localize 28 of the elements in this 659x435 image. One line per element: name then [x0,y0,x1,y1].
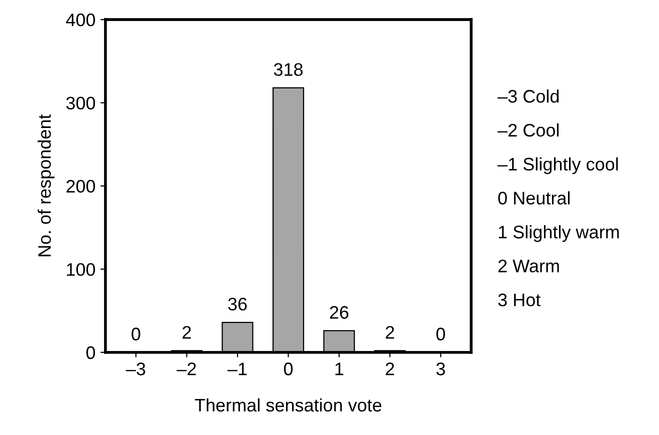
data-label: 36 [228,298,247,310]
x-tick-label: 3 [436,362,445,376]
text: –2 Cool [498,123,559,137]
y-axis-title: No. of respondent [38,114,54,256]
x-tick-label: 0 [284,362,293,376]
data-label: 2 [182,326,191,339]
text: 3 Hot [498,294,541,306]
text: 0 Neutral [498,191,570,205]
x-axis-title: Thermal sensation vote [194,398,382,412]
data-label: 0 [436,328,446,340]
text: –3 Cold [498,89,559,103]
text: 2 Warm [498,260,559,272]
text: –1 Slightly cool [498,157,618,174]
x-tick-label: 1 [335,362,344,376]
text: 1 Slightly warm [498,225,619,242]
y-tick-label: 400 [66,14,96,26]
x-tick-label: –1 [227,362,247,376]
data-label: 0 [132,328,140,340]
x-tick-label: –2 [176,362,196,376]
x-tick-label: 2 [386,362,394,376]
y-tick-label: 100 [66,263,96,276]
y-tick-label: 0 [86,346,96,360]
x-tick-label: –3 [126,362,146,376]
data-label: 26 [330,306,348,319]
y-tick-label: 200 [66,180,96,193]
data-label: 2 [386,326,394,339]
data-label: 318 [274,63,303,76]
y-tick-label: 300 [66,96,96,110]
